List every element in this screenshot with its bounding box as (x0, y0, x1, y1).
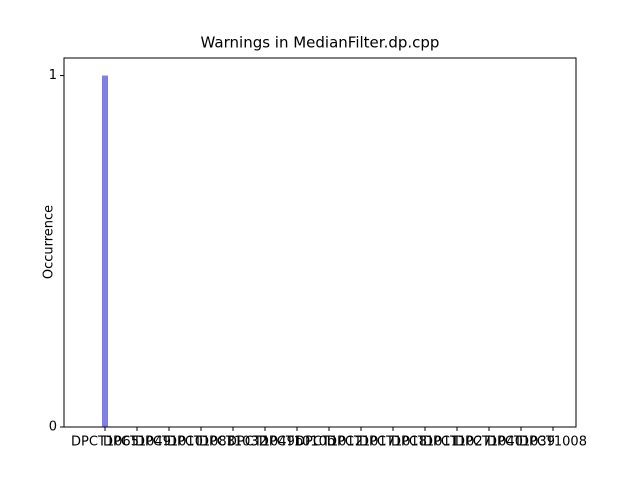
bar (102, 75, 108, 428)
y-tick-label: 0 (49, 420, 57, 435)
x-tick-label: DPCT1018 (359, 435, 427, 450)
chart-title: Warnings in MedianFilter.dp.cpp (201, 34, 440, 52)
x-tick-label: DPCT1083 (167, 435, 235, 450)
plot-frame (63, 57, 577, 428)
x-tick-label: DPCT1032 (199, 435, 267, 450)
x-tick-label: DPCT1011 (391, 435, 459, 450)
x-tick-label: DPCT1012 (295, 435, 363, 450)
x-tick-label: DPCT1039 (487, 435, 555, 450)
x-tick-label: DPCT1008 (519, 435, 587, 450)
x-tick-label: DPCT1027 (423, 435, 491, 450)
y-axis-label: Occurrence (42, 205, 57, 279)
x-tick-label: DPCT1010 (135, 435, 203, 450)
x-tick-label: DPCT1049 (103, 435, 171, 450)
x-tick-label: DPCT1017 (327, 435, 395, 450)
x-tick-label: DPCT1010b (259, 435, 335, 450)
x-tick-label: DPCT1040 (455, 435, 523, 450)
y-tick-label: 1 (49, 68, 57, 83)
x-tick-label: DPCT1049b (227, 435, 303, 450)
x-tick-label: DPCT1065 (71, 435, 139, 450)
